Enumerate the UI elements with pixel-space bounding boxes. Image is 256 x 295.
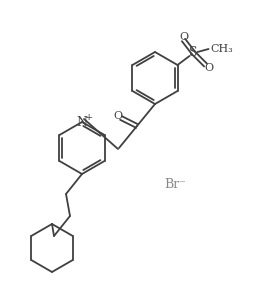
Text: +: +	[85, 112, 93, 122]
Text: O: O	[179, 32, 188, 42]
Text: S: S	[189, 47, 198, 60]
Text: O: O	[204, 63, 213, 73]
Text: CH₃: CH₃	[210, 44, 233, 54]
Text: O: O	[113, 111, 123, 121]
Text: Br⁻: Br⁻	[164, 178, 186, 191]
Text: N: N	[77, 116, 88, 129]
